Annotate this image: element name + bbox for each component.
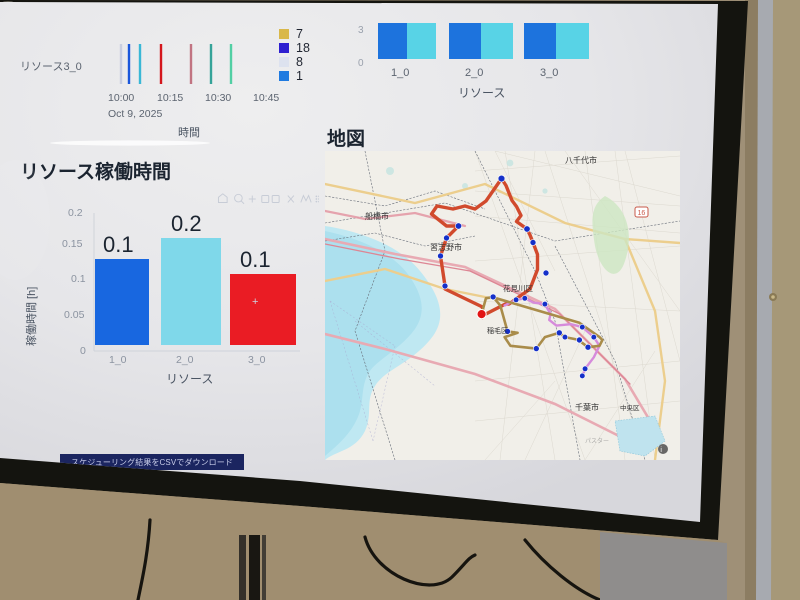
- svg-text:船橋市: 船橋市: [365, 211, 389, 221]
- svg-text:中央区: 中央区: [620, 403, 640, 412]
- svg-text:習志野市: 習志野市: [430, 242, 462, 252]
- svg-text:花見川区: 花見川区: [503, 283, 533, 293]
- svg-text:パスター: パスター: [585, 437, 609, 445]
- svg-text:稲毛区: 稲毛区: [487, 326, 508, 335]
- svg-text:千葉市: 千葉市: [575, 402, 599, 412]
- svg-text:16: 16: [638, 210, 646, 217]
- svg-text:八千代市: 八千代市: [565, 155, 597, 165]
